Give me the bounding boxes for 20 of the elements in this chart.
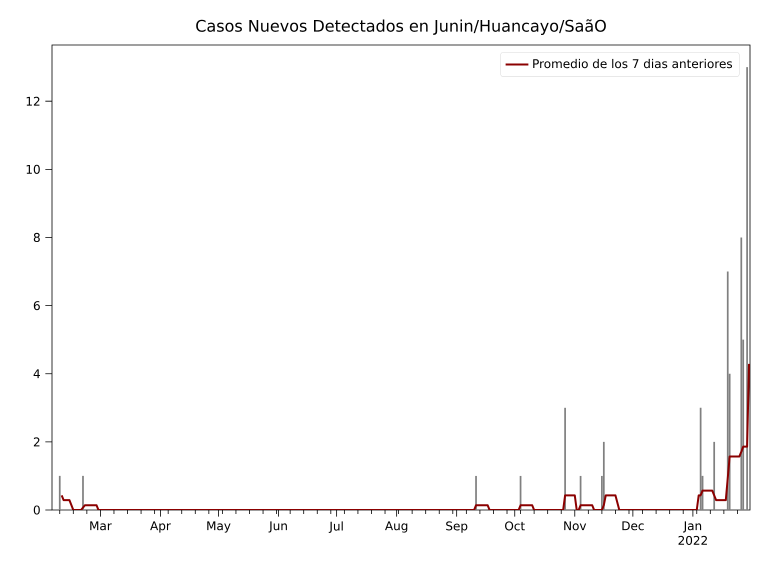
y-tick-label: 8	[34, 232, 40, 242]
y-tick-label: 6	[34, 301, 40, 310]
x-tick-label: Jan 2022	[678, 521, 707, 545]
x-tick-label: Mar	[90, 521, 112, 530]
y-tick-label: 2	[34, 437, 40, 446]
legend-label: Promedio de los 7 dias anteriores	[533, 58, 732, 68]
x-tick-label: Nov	[564, 521, 586, 530]
y-tick-label: 4	[34, 369, 40, 378]
y-tick-label: 10	[26, 164, 40, 174]
x-tick-label: Oct	[505, 521, 525, 530]
y-tick-label: 0	[34, 505, 40, 515]
x-tick-label: Dec	[622, 521, 644, 530]
x-tick-label: Jun	[268, 521, 287, 533]
chart-title: Casos Nuevos Detectados en Junin/Huancayo/SaãO	[196, 19, 606, 35]
x-tick-label: Aug	[385, 521, 408, 533]
x-tick-label: May	[207, 521, 231, 533]
x-tick-label: Sep	[446, 521, 468, 533]
y-tick-label: 12	[26, 96, 40, 106]
x-tick-label: Apr	[150, 521, 171, 533]
x-tick-label: Jul	[328, 521, 343, 533]
